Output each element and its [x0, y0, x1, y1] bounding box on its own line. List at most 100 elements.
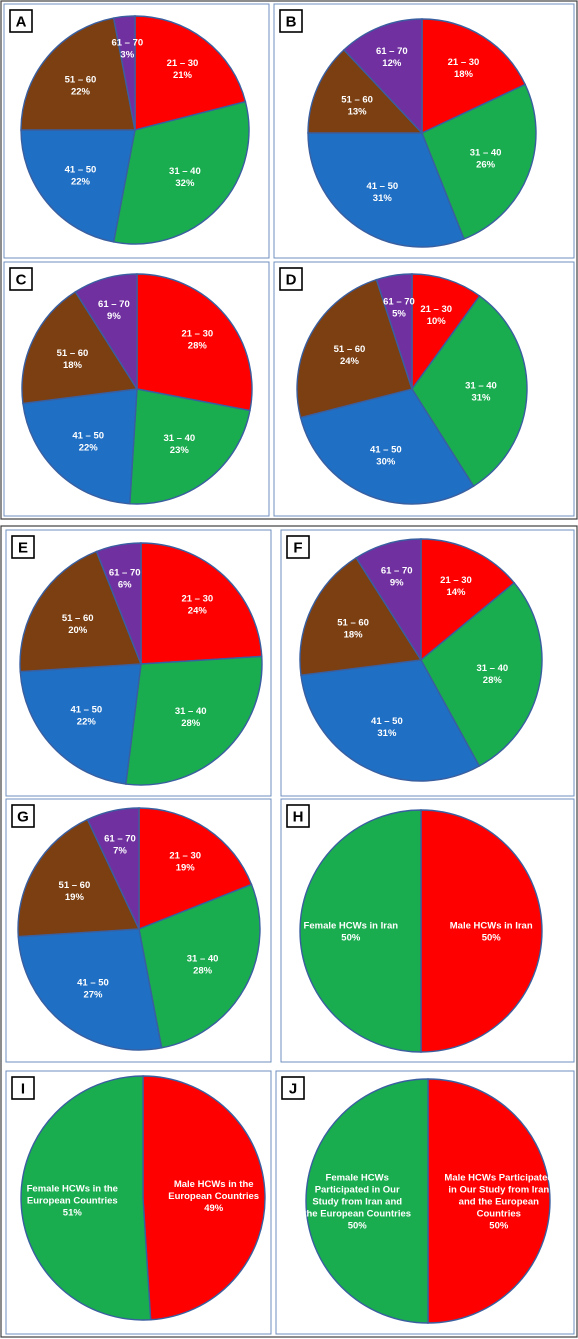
slice-category-label: 61 – 70 [376, 46, 408, 57]
slice-category-label: Study from Iran and [312, 1196, 402, 1207]
pie-slice [22, 388, 138, 505]
slice-category-label: European Countries [27, 1196, 118, 1207]
slice-percent-label: 23% [170, 445, 190, 456]
slice-category-label: European Countries [168, 1191, 259, 1202]
panel-tag-box [281, 1076, 305, 1100]
slice-category-label: 31 – 40 [175, 706, 207, 717]
slice-category-label: 31 – 40 [465, 381, 497, 392]
slice-percent-label: 18% [454, 69, 474, 80]
slice-category-label: the European Countries [303, 1208, 411, 1219]
pie-slice [421, 18, 527, 135]
slice-percent-label: 28% [181, 718, 201, 729]
slice-category-label: 51 – 60 [334, 344, 366, 355]
pie-slice [95, 542, 142, 665]
pie-slice [112, 15, 136, 131]
panel-tag-box [279, 9, 303, 33]
slice-percent-label: 14% [446, 587, 466, 598]
pie-slice [420, 809, 543, 1053]
pie-slice [20, 1075, 152, 1321]
slice-percent-label: 50% [489, 1220, 509, 1231]
pie-slice [140, 542, 263, 665]
slice-category-label: 31 – 40 [187, 953, 219, 964]
slice-percent-label: 28% [188, 341, 208, 352]
slice-percent-label: 22% [77, 717, 97, 728]
pie-slice [136, 273, 253, 412]
slice-percent-label: 10% [427, 316, 447, 327]
pie-slice [420, 581, 543, 767]
slice-percent-label: 22% [71, 86, 91, 97]
pie-slice [420, 538, 516, 662]
figure-group-frame [0, 525, 578, 1338]
pie-slice [300, 659, 481, 782]
slice-percent-label: 5% [392, 309, 406, 320]
slice-percent-label: 50% [341, 932, 361, 943]
pie-slice [138, 807, 253, 931]
slice-category-label: 41 – 50 [370, 445, 402, 456]
slice-category-label: Male HCWs in the [174, 1179, 254, 1190]
slice-category-label: 41 – 50 [65, 164, 97, 175]
slice-category-label: 41 – 50 [371, 716, 403, 727]
panel-tag-letter: D [286, 272, 297, 289]
slice-percent-label: 22% [71, 176, 91, 187]
panel-tag-letter: J [289, 1081, 297, 1098]
pie-slice [20, 129, 136, 243]
pie-slice [134, 15, 247, 131]
slice-category-label: 31 – 40 [470, 148, 502, 159]
slice-category-label: Male HCWs in Iran [450, 920, 533, 931]
slice-category-label: 61 – 70 [383, 297, 415, 308]
pie-slice [17, 818, 141, 938]
slice-category-label: Countries [477, 1208, 521, 1219]
slice-percent-label: 24% [188, 605, 208, 616]
slice-category-label: 61 – 70 [104, 833, 136, 844]
slice-percent-label: 6% [118, 580, 132, 591]
panel-tag-letter: A [16, 14, 27, 31]
panel-tag-box [11, 1076, 35, 1100]
slice-percent-label: 50% [482, 932, 502, 943]
pie-slice [19, 663, 142, 785]
pie-slice [20, 17, 136, 131]
slice-category-label: 31 – 40 [476, 663, 508, 674]
slice-category-label: in Our Study from Iran [448, 1184, 549, 1195]
slice-percent-label: 31% [373, 193, 393, 204]
slice-percent-label: 21% [173, 70, 193, 81]
slice-category-label: Female HCWs in the [27, 1184, 118, 1195]
pie-slice [86, 807, 140, 930]
pie-slice [138, 883, 261, 1049]
figure-group-frame [0, 0, 578, 520]
panel-tag-letter: I [21, 1081, 25, 1098]
pie-slice [421, 83, 537, 240]
slice-percent-label: 24% [340, 356, 360, 367]
pie-slice [17, 928, 163, 1051]
panel-tag-box [11, 535, 35, 559]
slice-category-label: Female HCWs [326, 1172, 389, 1183]
slice-category-label: 51 – 60 [62, 613, 94, 624]
slice-percent-label: 51% [63, 1208, 83, 1219]
pie-slice [21, 290, 139, 405]
slice-category-label: 21 – 30 [169, 850, 201, 861]
slice-percent-label: 27% [83, 990, 103, 1001]
pie-slice [375, 273, 413, 390]
pie-slice [112, 100, 250, 245]
slice-percent-label: 18% [344, 629, 364, 640]
slice-percent-label: 9% [107, 311, 121, 322]
pie-slice [299, 556, 423, 676]
slice-percent-label: 49% [204, 1203, 224, 1214]
panel-tag-letter: B [286, 14, 297, 31]
panel-tag-box [279, 267, 303, 291]
slice-percent-label: 3% [120, 50, 134, 61]
slice-category-label: 61 – 70 [109, 568, 141, 579]
slice-percent-label: 28% [193, 965, 213, 976]
panel-tag-box [286, 804, 310, 828]
slice-percent-label: 26% [476, 160, 496, 171]
slice-category-label: 61 – 70 [98, 299, 130, 310]
slice-category-label: 51 – 60 [337, 617, 369, 628]
